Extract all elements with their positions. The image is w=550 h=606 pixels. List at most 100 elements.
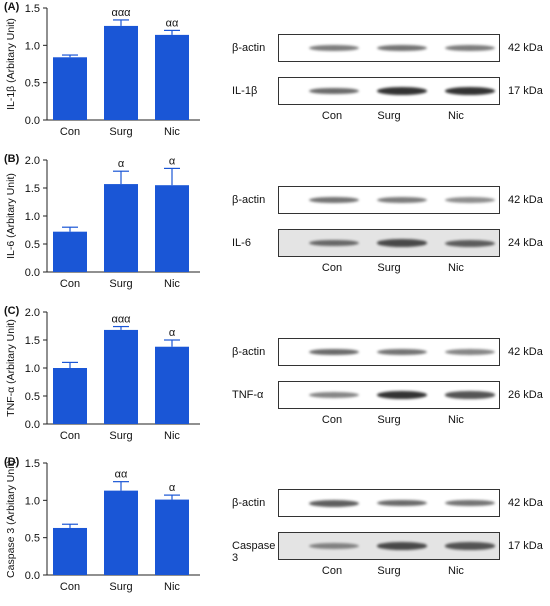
blot-row-label: TNF-α	[232, 389, 264, 401]
panel-d: (D) 0.0 0.5 1.0 1.5 Caspase 3 (Arbitary Unit)…	[0, 455, 550, 606]
molecular-weight-label: 42 kDa	[508, 42, 543, 54]
lane-label-nic: Nic	[448, 414, 464, 426]
panel-label: (A)	[4, 1, 20, 13]
protein-band	[377, 44, 427, 52]
x-tick-label: Surg	[109, 581, 132, 593]
y-tick-label: 0.5	[25, 78, 40, 90]
blot-row-label: IL-6	[232, 237, 251, 249]
molecular-weight-label: 26 kDa	[508, 389, 543, 401]
molecular-weight-label: 42 kDa	[508, 346, 543, 358]
protein-band	[445, 542, 495, 550]
lane-label-surg: Surg	[377, 110, 401, 122]
y-axis-label: Caspase 3 (Arbitary Unit)	[5, 460, 17, 578]
lane-label-con: Con	[321, 565, 343, 577]
blot-strip	[278, 489, 500, 517]
protein-band	[309, 499, 359, 507]
protein-band	[445, 499, 495, 507]
bar-surg	[104, 329, 138, 424]
molecular-weight-label: 17 kDa	[508, 85, 543, 97]
panel-a: (A) 0.0 0.5 1.0 1.5 IL-1β (Arbitary Unit) Con α…	[0, 0, 550, 151]
protein-band	[309, 44, 359, 52]
bar-surg	[104, 184, 138, 272]
significance-label: ααα	[111, 7, 131, 19]
blot-row-label: β-actin	[232, 346, 266, 358]
molecular-weight-label: 17 kDa	[508, 540, 543, 552]
protein-band	[309, 196, 359, 204]
protein-band	[309, 542, 359, 550]
blot-row-label: β-actin	[232, 42, 266, 54]
bar-chart: 0.0 0.5 1.0 1.5 IL-1β (Arbitary Unit) Con ααα S…	[5, 3, 200, 138]
blot-row-label: β-actin	[232, 194, 266, 206]
protein-band	[445, 197, 495, 203]
bar-chart: 0.0 0.5 1.0 1.5 Caspase 3 (Arbitary Unit) Con…	[5, 458, 200, 593]
bar-surg	[104, 25, 138, 121]
protein-band	[445, 391, 495, 399]
blot-row-label: β-actin	[232, 497, 266, 509]
bar-nic	[155, 185, 189, 272]
molecular-weight-label: 42 kDa	[508, 194, 543, 206]
blot-strip	[278, 34, 500, 62]
blot-strip	[278, 532, 500, 560]
lane-label-surg: Surg	[377, 565, 401, 577]
lane-label-con: Con	[321, 262, 343, 274]
blot-strip	[278, 229, 500, 257]
y-tick-label: 1.0	[25, 211, 40, 223]
significance-label: αα	[115, 469, 128, 481]
significance-label: αα	[166, 17, 179, 29]
bar-con	[53, 57, 87, 120]
lane-label-surg: Surg	[377, 414, 401, 426]
lane-label-con: Con	[321, 110, 343, 122]
x-tick-label: Surg	[109, 278, 132, 290]
panel-label: (D)	[4, 456, 20, 468]
significance-label: ααα	[111, 314, 131, 326]
bar-nic	[155, 346, 189, 424]
panel-label: (C)	[4, 305, 20, 317]
blot-strip	[278, 338, 500, 366]
panel-b: (B) 0.0 0.5 1.0 1.5 2.0 IL-6 (Arbitary Unit) Co…	[0, 152, 550, 303]
blot-row-label: IL-1β	[232, 85, 258, 97]
blot-strip	[278, 77, 500, 105]
protein-band	[445, 348, 495, 356]
y-tick-label: 1.5	[25, 458, 40, 470]
y-tick-label: 1.0	[25, 363, 40, 375]
molecular-weight-label: 24 kDa	[508, 237, 543, 249]
lane-label-nic: Nic	[448, 110, 464, 122]
blot-strip	[278, 381, 500, 409]
bar-nic	[155, 499, 189, 575]
y-tick-label: 0.5	[25, 533, 40, 545]
bar-chart: 0.0 0.5 1.0 1.5 2.0 IL-6 (Arbitary Unit) Con α S…	[5, 155, 200, 290]
significance-label: α	[169, 482, 176, 494]
protein-band	[377, 239, 427, 247]
significance-label: α	[169, 155, 176, 167]
y-tick-label: 2.0	[25, 155, 40, 167]
x-tick-label: Con	[60, 278, 80, 290]
protein-band	[445, 44, 495, 52]
bar-chart: 0.0 0.5 1.0 1.5 2.0 TNF-α (Arbitary Unit) Con α…	[5, 307, 200, 442]
y-tick-label: 2.0	[25, 307, 40, 319]
panel-c: (C) 0.0 0.5 1.0 1.5 2.0 TNF-α (Arbitary Unit) C…	[0, 304, 550, 455]
protein-band	[445, 239, 495, 247]
bar-con	[53, 231, 87, 272]
x-tick-label: Con	[60, 126, 80, 138]
x-tick-label: Nic	[164, 278, 180, 290]
bar-con	[53, 368, 87, 424]
bar-nic	[155, 34, 189, 120]
y-tick-label: 0.0	[25, 115, 40, 127]
lane-label-nic: Nic	[448, 565, 464, 577]
bar-con	[53, 527, 87, 575]
x-tick-label: Con	[60, 430, 80, 442]
y-axis-label: IL-6 (Arbitary Unit)	[5, 173, 17, 259]
y-axis-label: IL-1β (Arbitary Unit)	[5, 18, 17, 110]
protein-band	[377, 348, 427, 356]
x-tick-label: Nic	[164, 126, 180, 138]
significance-label: α	[118, 158, 125, 170]
lane-label-con: Con	[321, 414, 343, 426]
y-tick-label: 1.5	[25, 335, 40, 347]
y-tick-label: 1.5	[25, 183, 40, 195]
protein-band	[309, 391, 359, 399]
molecular-weight-label: 42 kDa	[508, 497, 543, 509]
lane-label-nic: Nic	[448, 262, 464, 274]
y-tick-label: 1.0	[25, 40, 40, 52]
protein-band	[377, 196, 427, 204]
protein-band	[309, 348, 359, 356]
